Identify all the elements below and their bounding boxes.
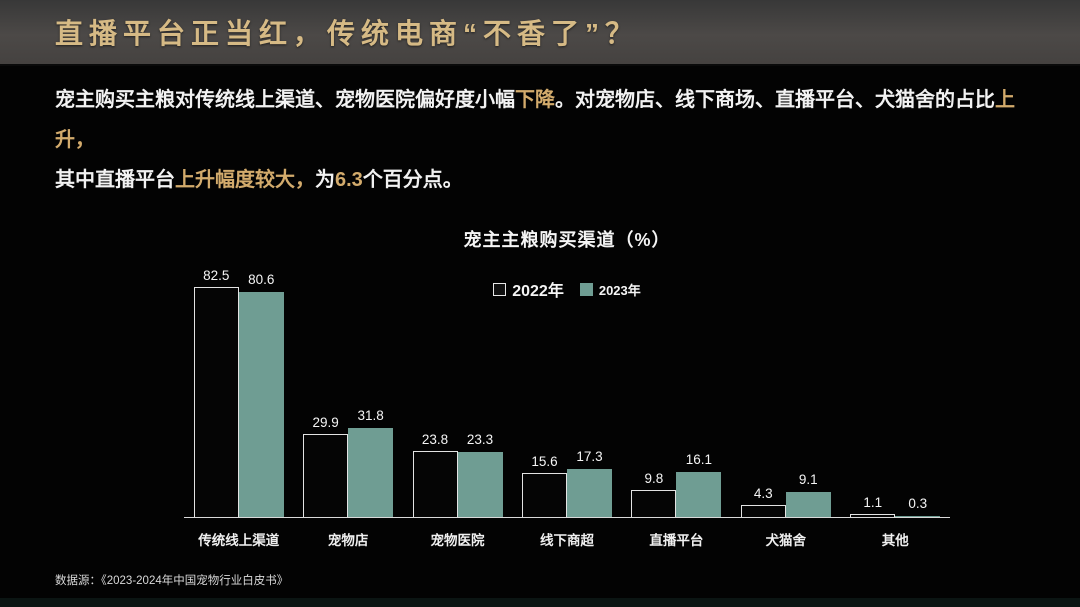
slide-header: 直播平台正当红，传统电商“不香了”？ xyxy=(0,0,1080,66)
value-label: 15.6 xyxy=(531,454,558,470)
value-label: 4.3 xyxy=(753,486,773,502)
summary-text: 宠主购买主粮对传统线上渠道、宠物医院偏好度小幅下降。对宠物店、线下商场、直播平台… xyxy=(55,80,1040,200)
summary-line-2: 其中直播平台上升幅度较大，为6.3个百分点。 xyxy=(55,160,1040,200)
value-label: 16.1 xyxy=(685,452,713,468)
value-label: 23.3 xyxy=(466,432,494,447)
bar-group: 1.1 0.3 xyxy=(841,495,950,517)
bar-2023-3: 23.3 xyxy=(457,432,503,517)
bar-group: 9.8 16.1 xyxy=(622,452,731,517)
value-label: 1.1 xyxy=(863,494,883,510)
bar-2022-5: 9.8 xyxy=(631,471,677,517)
bar-2022-3: 23.8 xyxy=(412,432,458,517)
value-label: 0.3 xyxy=(908,496,928,511)
category-label: 传统线上渠道 xyxy=(198,533,280,548)
bar-group: 15.6 17.3 xyxy=(512,449,621,517)
highlight-text: 上升， xyxy=(55,89,1015,151)
category-label: 宠物店 xyxy=(327,533,369,548)
highlight-text: 上升幅度较大， xyxy=(175,169,315,191)
bar-2023-1: 80.6 xyxy=(238,272,284,517)
plot-area: 82.5 80.6 29.9 31.8 23.8 23.3 15.6 17.3 9.8 16.1 4… xyxy=(184,253,950,549)
source-text: 数据源：《2023-2024年中国宠物行业白皮书》 xyxy=(55,575,289,587)
bars-row: 82.5 80.6 29.9 31.8 23.8 23.3 15.6 17.3 9.8 16.1 4… xyxy=(184,253,950,517)
bar-2023-4: 17.3 xyxy=(566,449,612,517)
plain-text: 其中直播平台 xyxy=(55,169,175,191)
value-label: 9.8 xyxy=(644,470,664,486)
bar-2022-6: 4.3 xyxy=(740,486,786,517)
bar-2022-2: 29.9 xyxy=(303,415,349,517)
value-label: 17.3 xyxy=(576,448,603,464)
page-title: 直播平台正当红，传统电商“不香了”？ xyxy=(55,18,640,49)
category-label: 直播平台 xyxy=(649,533,704,548)
bar-group: 4.3 9.1 xyxy=(731,472,840,517)
plain-text: 个百分点。 xyxy=(362,169,463,191)
legend-swatch-2023 xyxy=(579,282,593,296)
summary-line-1: 宠主购买主粮对传统线上渠道、宠物医院偏好度小幅下降。对宠物店、线下商场、直播平台… xyxy=(55,80,1040,160)
bar-2022-4: 15.6 xyxy=(521,454,567,517)
category-label: 其他 xyxy=(881,533,909,548)
category-label: 宠物医院 xyxy=(430,533,485,548)
bottom-accent-strip xyxy=(0,598,1080,607)
category-label: 犬猫舍 xyxy=(765,533,807,548)
bar-group: 82.5 80.6 xyxy=(184,268,293,517)
category-labels-row: 传统线上渠道 宠物店 宠物医院 线下商超 直播平台 犬猫舍 其他 xyxy=(184,529,950,549)
chart-legend: 2022年 2023年 xyxy=(184,277,950,301)
bar-group: 29.9 31.8 xyxy=(293,408,402,517)
bar-2022-1: 82.5 xyxy=(193,268,239,517)
value-label: 82.5 xyxy=(203,267,230,283)
chart-title: 宠主主粮购买渠道（%） xyxy=(463,230,671,250)
category-label: 线下商超 xyxy=(539,533,594,548)
legend-label-2022: 2022年 xyxy=(512,283,564,300)
value-label: 9.1 xyxy=(798,471,818,487)
legend-label-2023: 2023年 xyxy=(598,282,641,298)
value-label: 23.8 xyxy=(421,431,449,447)
x-axis-line xyxy=(184,517,950,518)
bar-2023-6: 9.1 xyxy=(785,472,831,517)
highlight-text: 6.3 xyxy=(335,169,363,191)
legend-swatch-2022 xyxy=(493,282,507,296)
value-label: 29.9 xyxy=(312,414,339,430)
plain-text: 。对宠物店、线下商场、直播平台、犬猫舍的占比 xyxy=(555,89,995,111)
bar-2023-7: 0.3 xyxy=(895,496,941,517)
bar-group: 23.8 23.3 xyxy=(403,432,512,517)
bar-2023-2: 31.8 xyxy=(348,408,394,517)
plain-text: 宠主购买主粮对传统线上渠道、宠物医院偏好度小幅 xyxy=(55,89,515,111)
legend-item-2022: 2022年 xyxy=(493,277,564,301)
plain-text: 为 xyxy=(315,169,335,191)
highlight-text: 下降 xyxy=(515,89,555,111)
bar-2022-7: 1.1 xyxy=(850,495,896,517)
legend-item-2023: 2023年 xyxy=(579,280,641,299)
bar-2023-5: 16.1 xyxy=(676,452,722,517)
value-label: 80.6 xyxy=(248,272,275,288)
value-label: 31.8 xyxy=(357,408,384,424)
